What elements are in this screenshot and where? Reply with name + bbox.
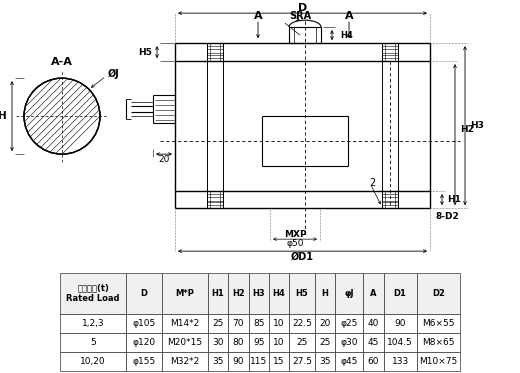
- Text: SRA: SRA: [289, 11, 311, 21]
- Text: 8-D2: 8-D2: [435, 211, 459, 221]
- Text: 20: 20: [158, 155, 170, 164]
- Text: H: H: [0, 111, 7, 121]
- Text: H1: H1: [447, 195, 461, 204]
- Text: φ50: φ50: [286, 239, 304, 248]
- Text: D: D: [298, 3, 307, 13]
- Text: 2: 2: [369, 178, 375, 188]
- Text: ØD1: ØD1: [291, 252, 314, 262]
- Text: H3: H3: [470, 121, 484, 130]
- Text: A-A: A-A: [51, 57, 73, 67]
- Text: A: A: [345, 11, 353, 21]
- Text: H4: H4: [340, 31, 353, 40]
- Text: H5: H5: [138, 48, 152, 57]
- Text: A: A: [254, 11, 262, 21]
- Circle shape: [24, 78, 100, 154]
- Text: MXP: MXP: [284, 230, 306, 239]
- Text: ØJ: ØJ: [108, 69, 120, 79]
- Text: H2: H2: [460, 125, 474, 134]
